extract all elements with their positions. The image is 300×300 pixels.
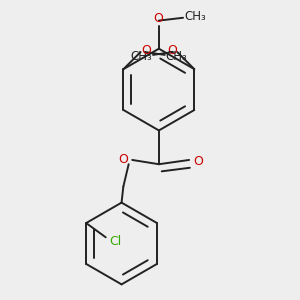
Text: CH₃: CH₃ [184,10,206,23]
Text: O: O [118,154,128,166]
Text: CH₃: CH₃ [166,50,188,63]
Text: O: O [153,11,163,25]
Text: CH₃: CH₃ [130,50,152,63]
Text: O: O [167,44,177,58]
Text: Cl: Cl [109,236,122,248]
Text: O: O [194,155,204,168]
Text: O: O [141,44,151,58]
